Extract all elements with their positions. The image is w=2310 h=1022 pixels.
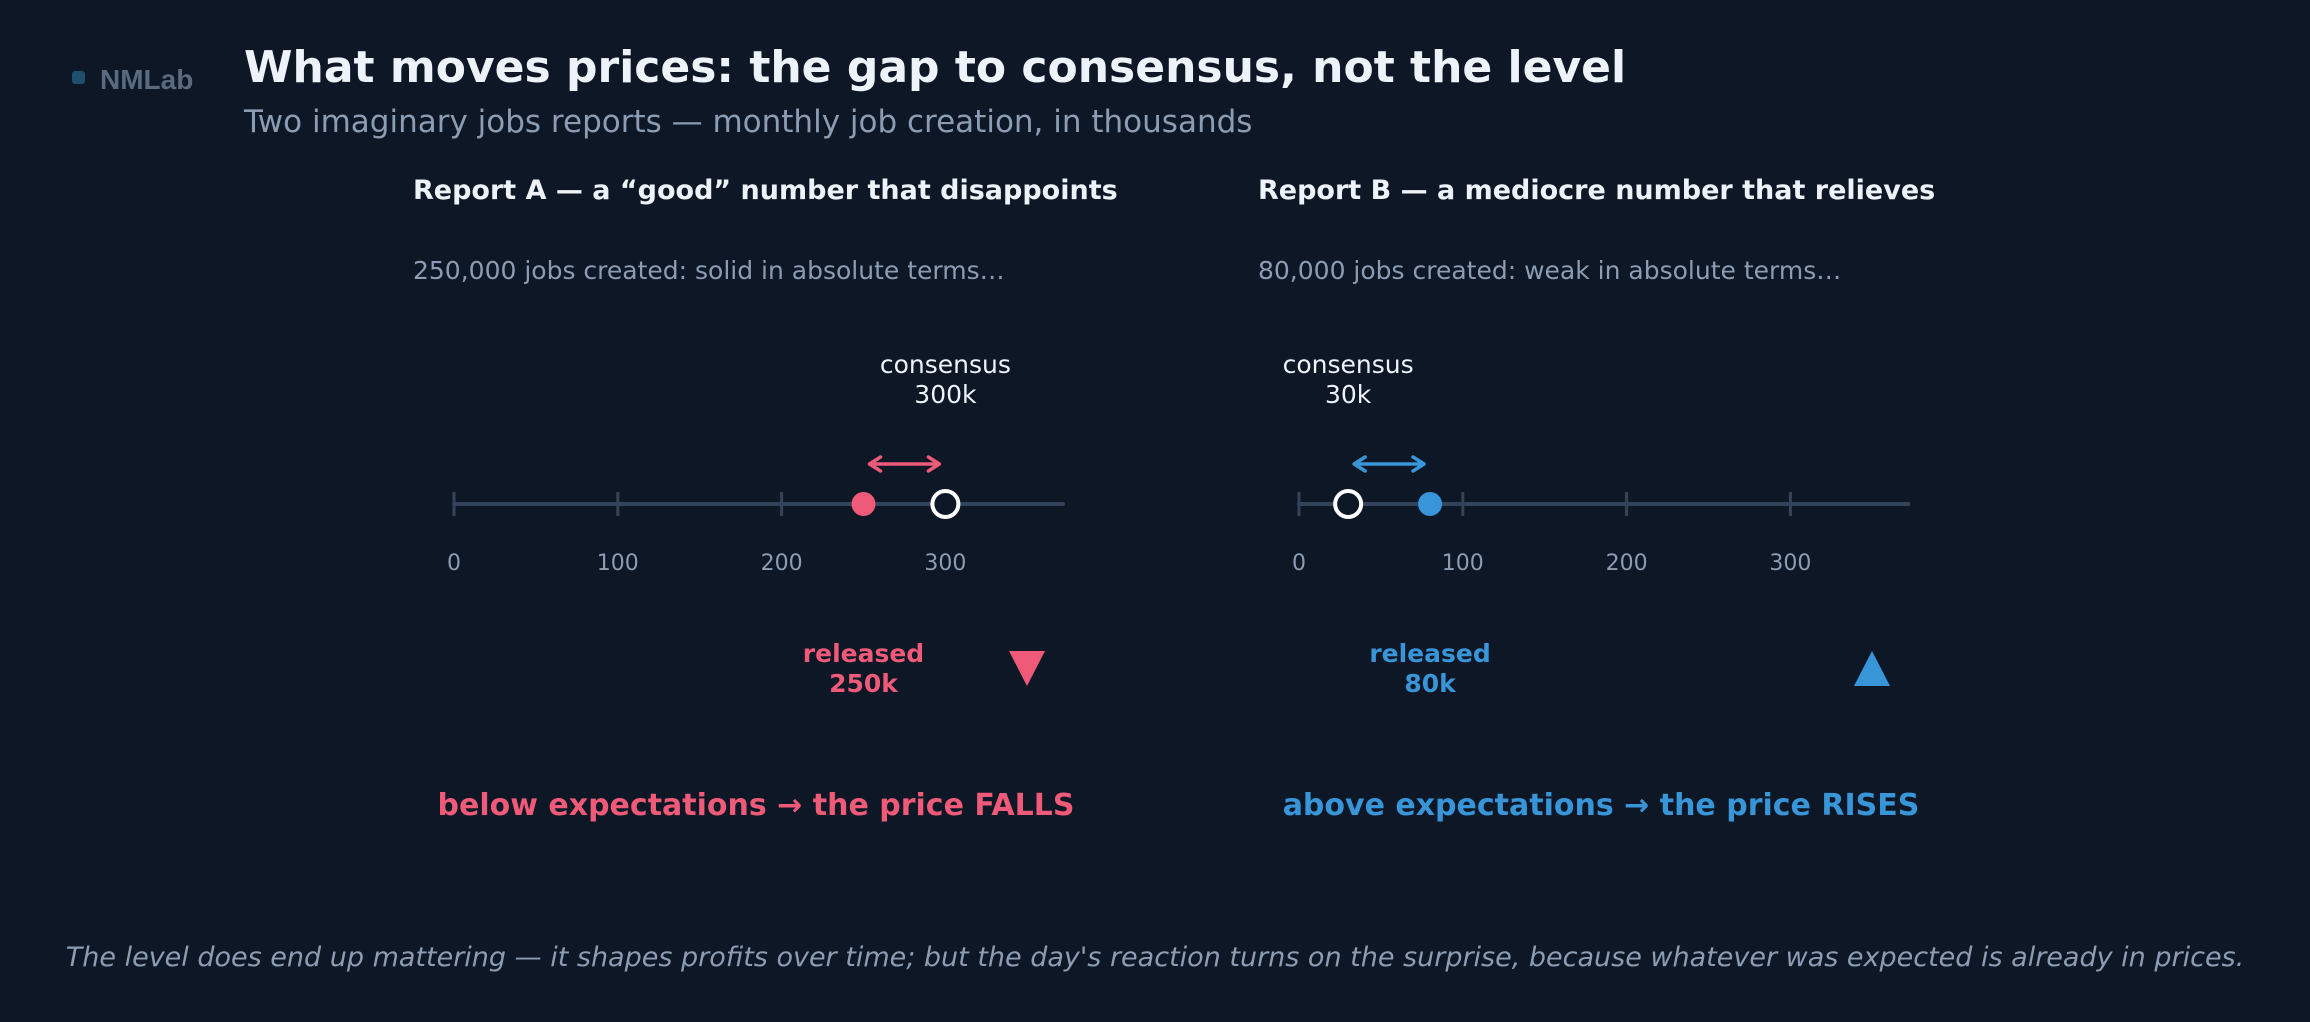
tick-label: 200: [1606, 551, 1648, 576]
tick-label: 0: [447, 551, 461, 576]
report-a-released-label: released: [803, 639, 924, 668]
footer-note: The level does end up mattering — it sha…: [66, 942, 2244, 973]
report-b-note: 80,000 jobs created: weak in absolute te…: [1258, 256, 1841, 285]
report-a-title: Report A — a “good” number that disappoi…: [413, 175, 1118, 206]
tick-label: 0: [1292, 551, 1306, 576]
report-b-released-label: released: [1369, 639, 1490, 668]
down-triangle-icon: [1009, 651, 1045, 686]
released-marker: [1418, 492, 1443, 516]
report-b-consensus-label: consensus: [1283, 350, 1414, 379]
report-a-panel: Report A — a “good” number that disappoi…: [413, 175, 1118, 823]
surprise-gap-arrow: [867, 455, 942, 473]
report-a-note: 250,000 jobs created: solid in absolute …: [413, 256, 1005, 285]
report-a-consensus-label: consensus: [880, 350, 1011, 379]
report-b-number-line: 0 100 200 300: [1292, 455, 1911, 576]
consensus-marker: [1333, 489, 1364, 519]
page-title: What moves prices: the gap to consensus,…: [244, 42, 1626, 93]
page-subtitle: Two imaginary jobs reports — monthly job…: [243, 104, 1252, 140]
report-b-title: Report B — a mediocre number that reliev…: [1258, 175, 1935, 206]
tick-label: 200: [761, 551, 803, 576]
up-triangle-icon: [1854, 651, 1890, 686]
released-marker: [851, 492, 876, 516]
tick-label: 100: [1442, 551, 1484, 576]
report-a-consensus-value: 300k: [914, 380, 977, 409]
report-a-verdict: below expectations → the price FALLS: [438, 788, 1075, 823]
tick-label: 300: [1769, 551, 1811, 576]
report-b-released-value: 80k: [1404, 669, 1457, 698]
report-b-panel: Report B — a mediocre number that reliev…: [1258, 175, 1935, 823]
report-b-verdict: above expectations → the price RISES: [1283, 788, 1920, 823]
tick-label: 300: [924, 551, 966, 576]
report-a-number-line: 0 100 200 300: [447, 455, 1066, 576]
report-a-released-value: 250k: [829, 669, 899, 698]
brand-logo-icon: [72, 71, 85, 84]
tick-label: 100: [597, 551, 639, 576]
brand-name: NMLab: [100, 64, 193, 95]
report-b-consensus-value: 30k: [1325, 380, 1372, 409]
surprise-gap-arrow: [1352, 455, 1426, 473]
consensus-marker: [930, 489, 961, 519]
